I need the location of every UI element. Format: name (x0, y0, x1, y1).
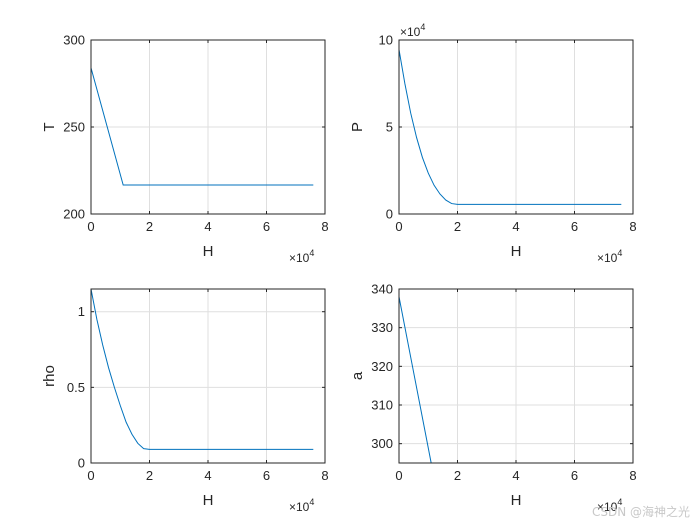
y-tick-label: 1 (78, 304, 85, 319)
series-line (398, 49, 622, 205)
x-tick-label: 2 (146, 468, 153, 483)
y-tick-label: 300 (371, 436, 393, 451)
x-tick-label: 8 (629, 468, 636, 483)
x-axis-label: H (203, 243, 214, 260)
x-tick-label: 6 (263, 219, 270, 234)
y-tick-label: 0.5 (67, 380, 85, 395)
y-tick-label: 5 (386, 120, 393, 135)
y-tick-label: 0 (386, 207, 393, 222)
x-exponent-power: 4 (617, 497, 622, 507)
y-tick-label: 250 (63, 120, 85, 135)
y-exponent-power: 4 (420, 22, 425, 32)
x-exponent-base: ×10 (289, 500, 310, 514)
y-tick-label: 10 (379, 33, 393, 48)
x-tick-label: 8 (321, 219, 328, 234)
x-exponent-label: ×104 (597, 248, 622, 265)
y-tick-label: 200 (63, 207, 85, 222)
x-tick-label: 6 (571, 219, 578, 234)
y-axis-label: a (349, 371, 366, 380)
x-tick-label: 4 (512, 219, 519, 234)
x-tick-label: 8 (321, 468, 328, 483)
x-tick-label: 6 (571, 468, 578, 483)
x-exponent-base: ×10 (597, 500, 618, 514)
y-tick-label: 0 (78, 456, 85, 471)
x-exponent-label: ×104 (597, 497, 622, 514)
y-exponent-base: ×10 (400, 25, 421, 39)
x-axis-label: H (203, 492, 214, 509)
x-exponent-label: ×104 (289, 497, 314, 514)
series-line (90, 288, 314, 450)
x-tick-label: 4 (204, 219, 211, 234)
x-tick-label: 8 (629, 219, 636, 234)
y-axis-label: rho (41, 365, 58, 387)
x-axis-label: H (511, 492, 522, 509)
x-tick-label: 0 (87, 468, 94, 483)
x-exponent-power: 4 (617, 248, 622, 258)
x-exponent-power: 4 (309, 497, 314, 507)
x-exponent-base: ×10 (289, 251, 310, 265)
x-exponent-label: ×104 (289, 248, 314, 265)
y-tick-label: 310 (371, 398, 393, 413)
x-tick-label: 6 (263, 468, 270, 483)
x-exponent-power: 4 (309, 248, 314, 258)
x-axis-label: H (511, 243, 522, 260)
y-tick-label: 320 (371, 359, 393, 374)
x-tick-label: 0 (395, 219, 402, 234)
watermark-text: CSDN @海神之光 (592, 504, 690, 519)
x-tick-label: 2 (454, 219, 461, 234)
y-tick-label: 300 (63, 33, 85, 48)
x-tick-label: 0 (395, 468, 402, 483)
x-exponent-base: ×10 (597, 251, 618, 265)
y-axis-label: T (41, 122, 58, 131)
x-tick-label: 4 (512, 468, 519, 483)
x-tick-label: 4 (204, 468, 211, 483)
x-tick-label: 0 (87, 219, 94, 234)
series-line (90, 67, 314, 186)
y-exponent-label: ×104 (400, 22, 425, 39)
x-tick-label: 2 (454, 468, 461, 483)
y-tick-label: 340 (371, 282, 393, 297)
x-tick-label: 2 (146, 219, 153, 234)
y-axis-label: P (349, 122, 366, 132)
y-tick-label: 330 (371, 320, 393, 335)
